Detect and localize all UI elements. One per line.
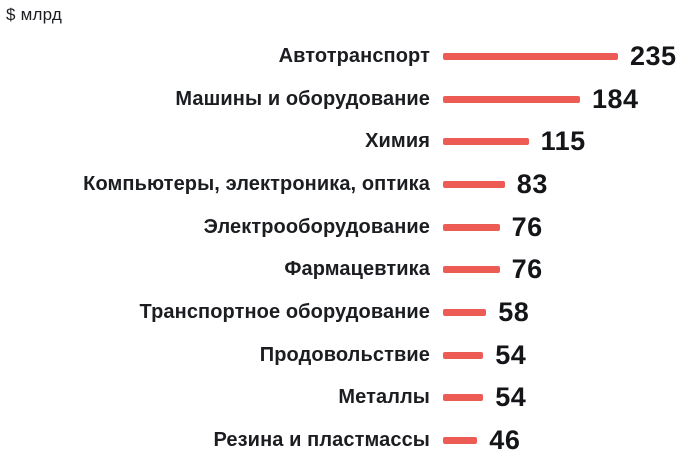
bar-value: 76	[511, 254, 543, 285]
bar-label: Фармацевтика	[284, 258, 430, 281]
bar	[443, 437, 478, 445]
bar-label: Химия	[365, 130, 430, 153]
bar-value: 115	[540, 126, 586, 157]
bar	[443, 223, 500, 231]
bar-row: Машины и оборудование 184	[0, 78, 679, 121]
bar-row: Химия 115	[0, 120, 679, 163]
bar-label: Машины и оборудование	[175, 87, 430, 110]
bar-row: Продовольствие 54	[0, 334, 679, 377]
bar-row: Резина и пластмассы 46	[0, 419, 679, 462]
bar-label: Резина и пластмассы	[213, 429, 430, 452]
bar-row: Металлы 54	[0, 377, 679, 420]
bar-label: Металлы	[338, 386, 430, 409]
bar-row: Компьютеры, электроника, оптика 83	[0, 163, 679, 206]
bar-rows: Автотранспорт 235 Машины и оборудование …	[0, 35, 679, 462]
bar-label: Автотранспорт	[278, 44, 430, 67]
bar	[443, 138, 529, 146]
bar	[443, 95, 580, 103]
bar	[443, 52, 618, 60]
bar-value: 54	[495, 339, 527, 370]
bar-row: Фармацевтика 76	[0, 248, 679, 291]
bar-row: Транспортное оборудование 58	[0, 291, 679, 334]
bar-row: Электрооборудование 76	[0, 206, 679, 249]
bar-value: 46	[489, 425, 521, 456]
bar	[443, 394, 484, 402]
bar-label: Продовольствие	[259, 343, 430, 366]
bar-value: 76	[511, 211, 543, 242]
bar-value: 235	[630, 40, 677, 71]
bar-value: 184	[592, 83, 639, 114]
bar-value: 58	[498, 296, 530, 327]
bar-row: Автотранспорт 235	[0, 35, 679, 78]
units-label: $ млрд	[6, 5, 62, 24]
bar	[443, 266, 500, 274]
bar-label: Компьютеры, электроника, оптика	[83, 172, 430, 195]
bar-label: Транспортное оборудование	[139, 300, 430, 323]
bar	[443, 351, 484, 359]
bar-value: 54	[495, 382, 527, 413]
bar	[443, 308, 487, 316]
bar	[443, 180, 505, 188]
bar-label: Электрооборудование	[203, 215, 430, 238]
bar-value: 83	[516, 168, 548, 199]
